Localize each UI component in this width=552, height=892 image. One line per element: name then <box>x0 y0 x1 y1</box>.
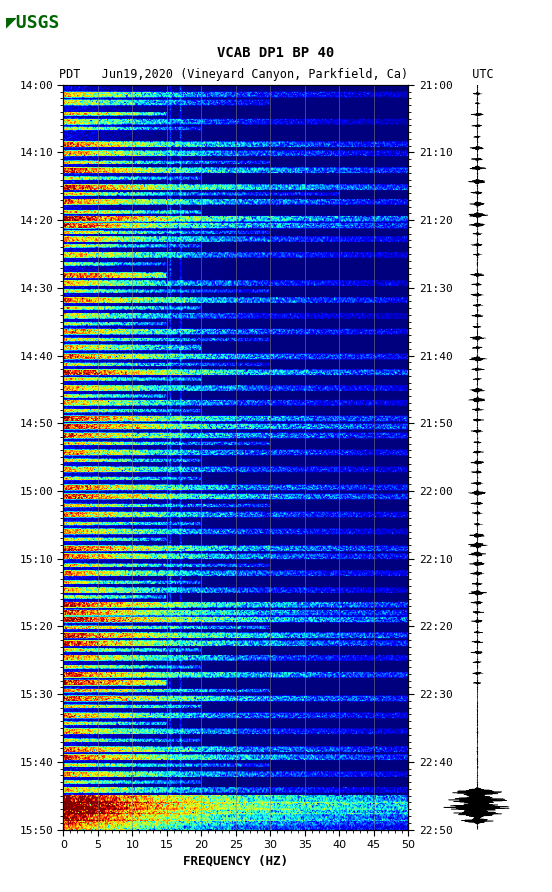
Text: VCAB DP1 BP 40: VCAB DP1 BP 40 <box>217 46 335 60</box>
Text: ◤USGS: ◤USGS <box>6 13 60 31</box>
Text: PDT   Jun19,2020 (Vineyard Canyon, Parkfield, Ca)         UTC: PDT Jun19,2020 (Vineyard Canyon, Parkfie… <box>59 68 493 80</box>
X-axis label: FREQUENCY (HZ): FREQUENCY (HZ) <box>183 855 289 867</box>
